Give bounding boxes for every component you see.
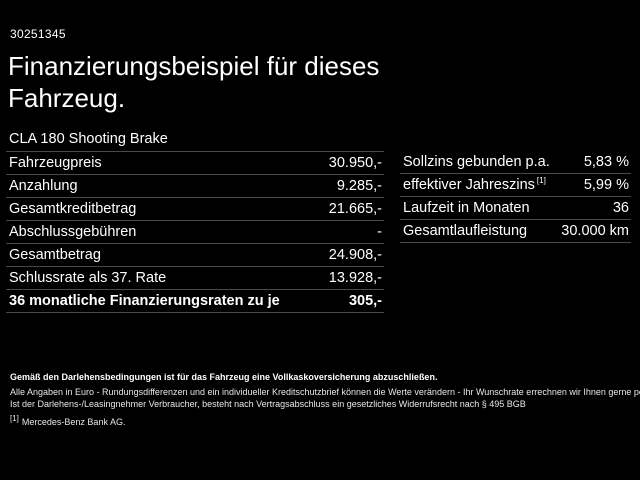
row-value: 9.285,- bbox=[336, 178, 382, 194]
row-value: 13.928,- bbox=[328, 270, 382, 286]
row-label-text: effektiver Jahreszins bbox=[403, 177, 535, 193]
fineprint-block: Gemäß den Darlehensbedingungen ist für d… bbox=[10, 372, 640, 428]
row-label: Abschlussgebühren bbox=[9, 224, 137, 240]
table-row-gesamtbetrag: Gesamtbetrag 24.908,- bbox=[6, 244, 384, 267]
row-label: Gesamtbetrag bbox=[9, 247, 101, 263]
fineprint-source: [1] Mercedes-Benz Bank AG. bbox=[10, 414, 632, 428]
table-row-gesamtlaufleistung: Gesamtlaufleistung 30.000 km bbox=[400, 220, 631, 243]
row-label: Anzahlung bbox=[9, 178, 78, 194]
reference-number: 30251345 bbox=[10, 27, 66, 41]
fineprint-disclaimer: Alle Angaben in Euro - Rundungsdifferenz… bbox=[10, 387, 640, 397]
row-value: 24.908,- bbox=[328, 247, 382, 263]
row-label: Gesamtlaufleistung bbox=[403, 223, 528, 239]
vehicle-model: CLA 180 Shooting Brake bbox=[9, 131, 168, 147]
row-label: Laufzeit in Monaten bbox=[403, 200, 530, 216]
fineprint-source-text: Mercedes-Benz Bank AG. bbox=[21, 417, 126, 427]
row-value: 21.665,- bbox=[328, 201, 382, 217]
conditions-table: Sollzins gebunden p.a. 5,83 % effektiver… bbox=[400, 151, 631, 243]
fineprint-withdrawal-right: Ist der Darlehens-/Leasingnehmer Verbrau… bbox=[10, 399, 526, 409]
row-label: 36 monatliche Finanzierungsraten zu je bbox=[9, 293, 280, 309]
table-row-abschlussgebuehren: Abschlussgebühren - bbox=[6, 221, 384, 244]
row-value: 305,- bbox=[348, 293, 382, 309]
fineprint-insurance-note: Gemäß den Darlehensbedingungen ist für d… bbox=[10, 372, 438, 382]
table-row-schlussrate: Schlussrate als 37. Rate 13.928,- bbox=[6, 267, 384, 290]
row-label: Gesamtkreditbetrag bbox=[9, 201, 137, 217]
row-value: 30.950,- bbox=[328, 155, 382, 171]
financing-table: Fahrzeugpreis 30.950,- Anzahlung 9.285,-… bbox=[6, 151, 384, 313]
table-row-sollzins: Sollzins gebunden p.a. 5,83 % bbox=[400, 151, 631, 174]
row-label: Schlussrate als 37. Rate bbox=[9, 270, 167, 286]
table-row-fahrzeugpreis: Fahrzeugpreis 30.950,- bbox=[6, 152, 384, 175]
table-row-effektiver-jahreszins: effektiver Jahreszins [1] 5,99 % bbox=[400, 174, 631, 197]
row-value: 5,83 % bbox=[583, 154, 629, 170]
row-label: Sollzins gebunden p.a. bbox=[403, 154, 550, 170]
row-value: 30.000 km bbox=[561, 223, 629, 239]
footnote-marker: [1] bbox=[536, 176, 546, 186]
footnote-marker: [1] bbox=[10, 414, 19, 423]
table-row-laufzeit: Laufzeit in Monaten 36 bbox=[400, 197, 631, 220]
table-row-anzahlung: Anzahlung 9.285,- bbox=[6, 175, 384, 198]
row-value: - bbox=[377, 224, 382, 240]
table-row-monatliche-raten: 36 monatliche Finanzierungsraten zu je 3… bbox=[6, 290, 384, 313]
row-value: 5,99 % bbox=[583, 177, 629, 193]
row-label: Fahrzeugpreis bbox=[9, 155, 102, 171]
page-title: Finanzierungsbeispiel für dieses Fahrzeu… bbox=[8, 51, 380, 113]
table-row-gesamtkreditbetrag: Gesamtkreditbetrag 21.665,- bbox=[6, 198, 384, 221]
row-value: 36 bbox=[612, 200, 629, 216]
row-label: effektiver Jahreszins [1] bbox=[403, 177, 546, 193]
